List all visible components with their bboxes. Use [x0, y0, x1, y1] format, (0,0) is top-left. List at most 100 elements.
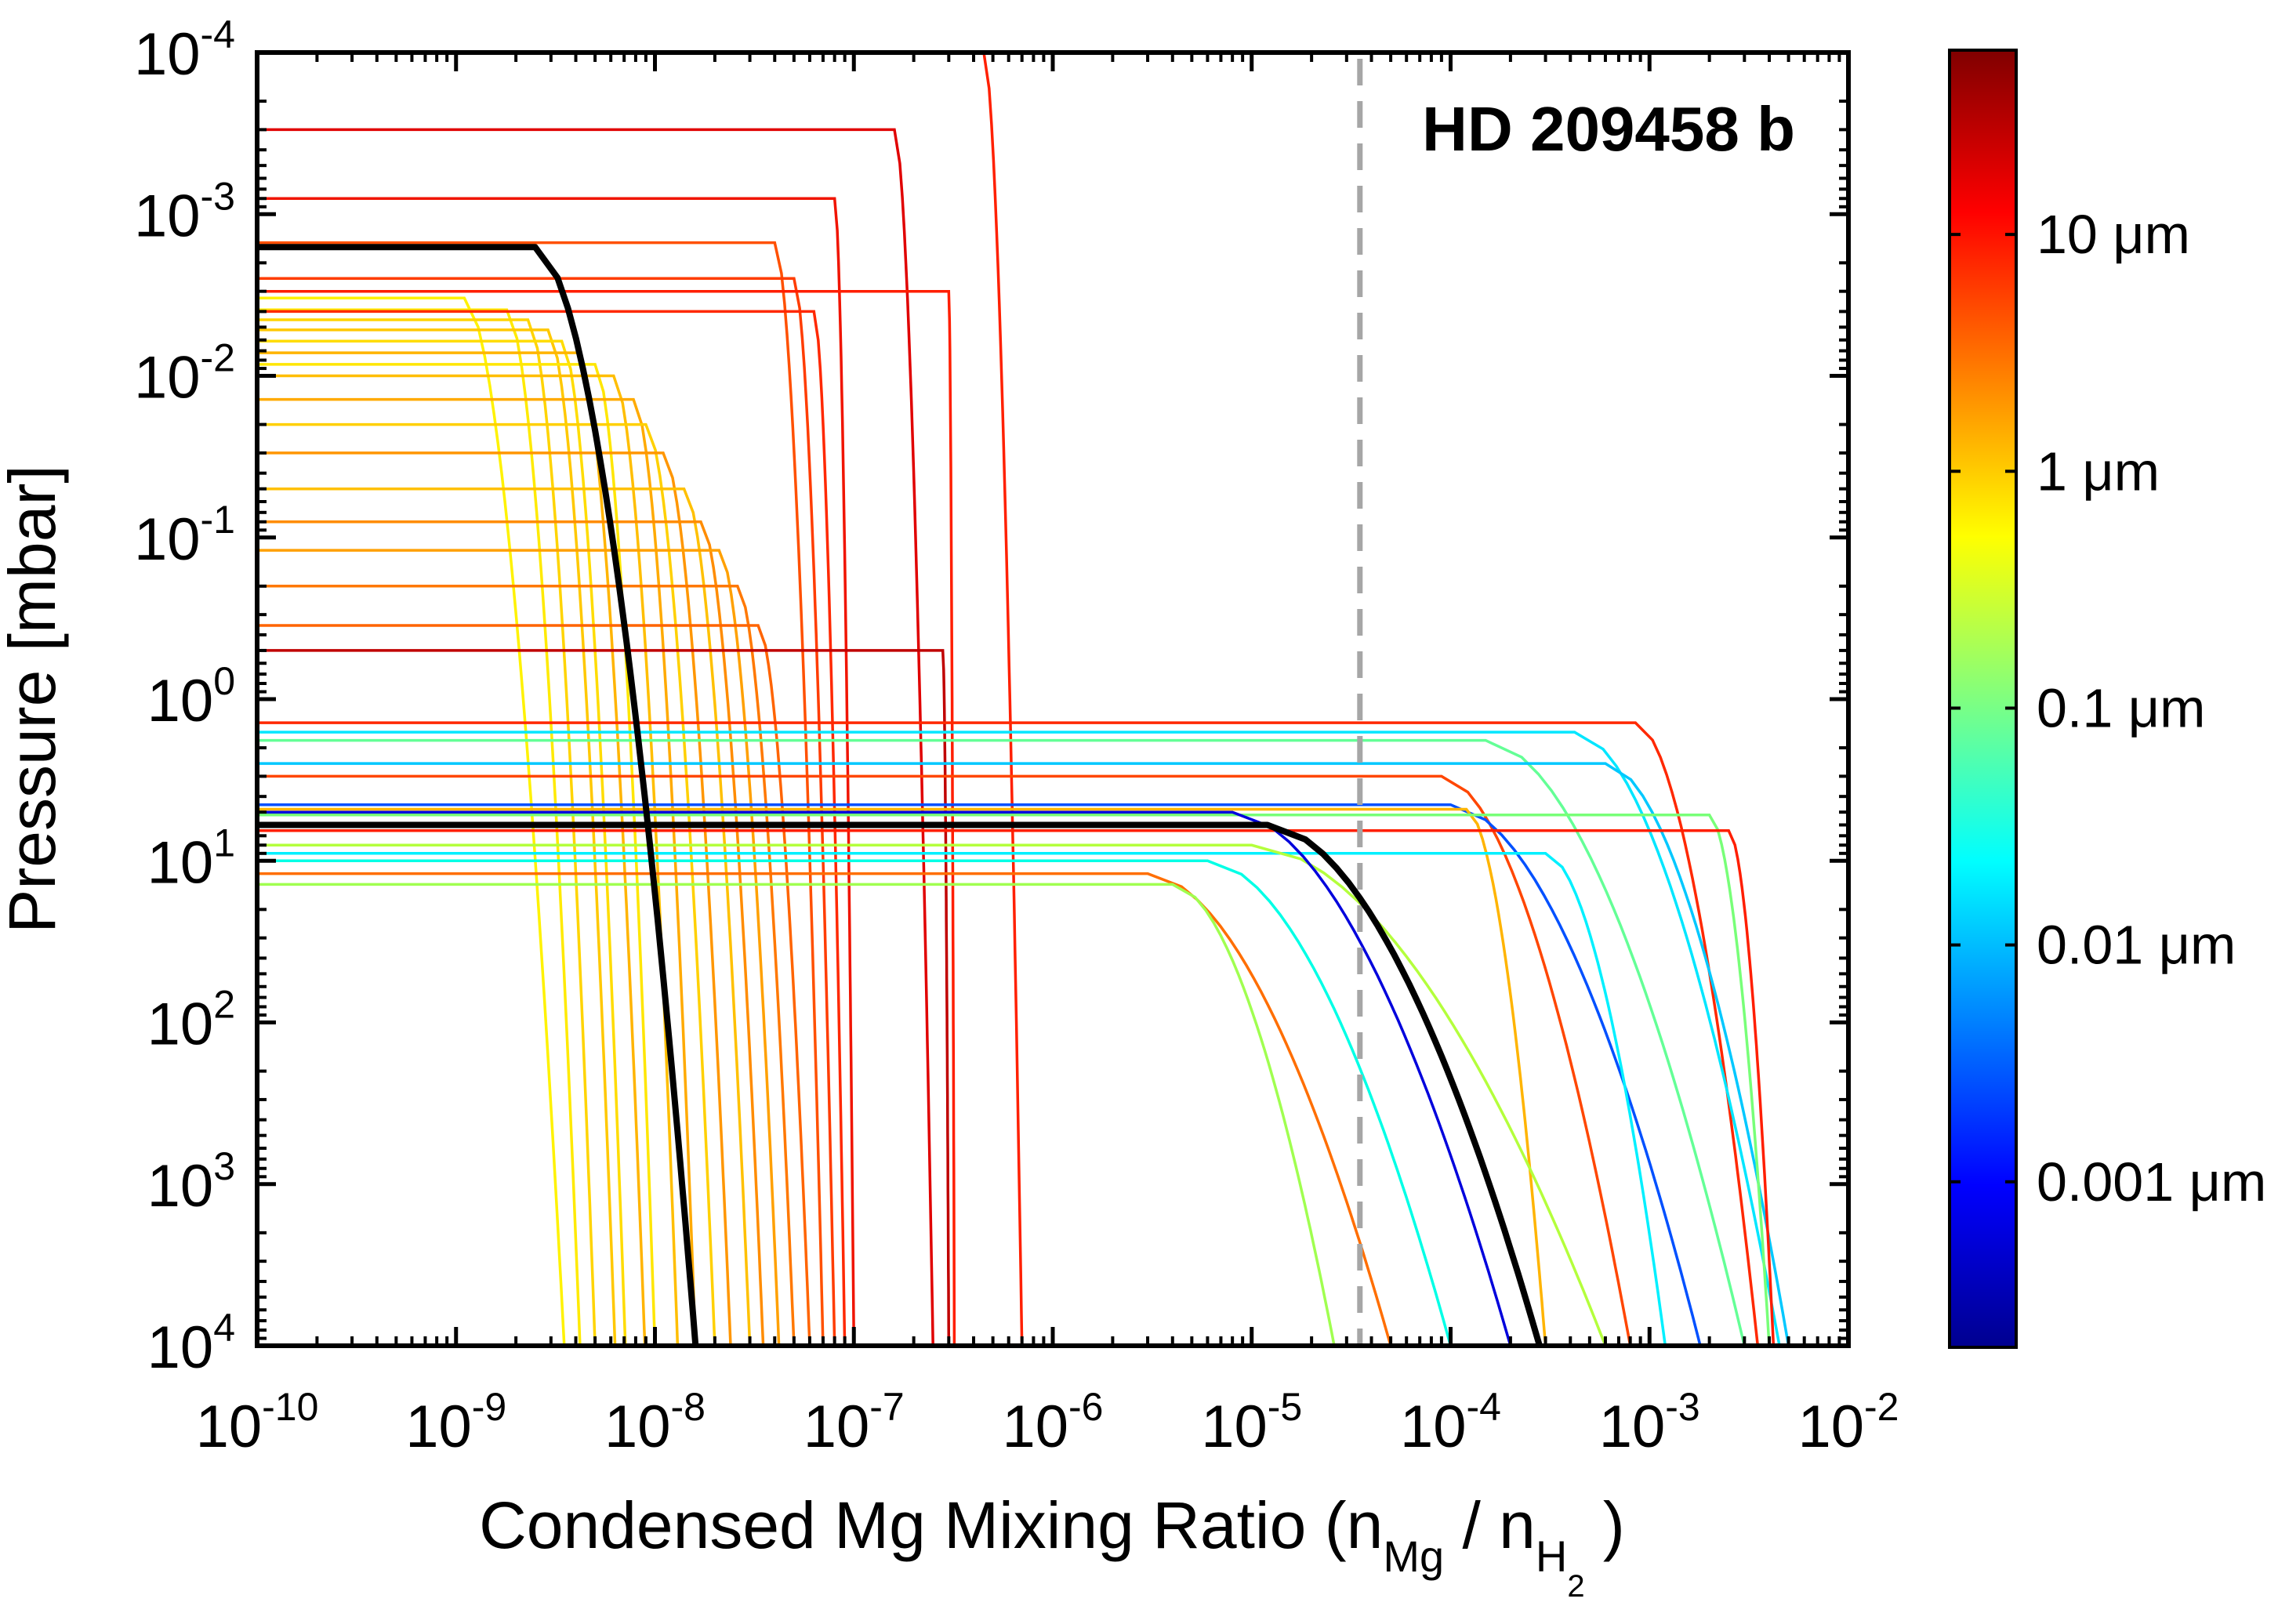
series-line-deep-37 [257, 859, 1453, 1346]
y-tick-base: 10 [147, 829, 214, 896]
y-tick-label: 103 [147, 1144, 235, 1220]
y-tick-exponent: 2 [213, 983, 235, 1027]
x-tick-label: 10-3 [1599, 1385, 1700, 1460]
series-line-upper-7 [257, 363, 657, 1346]
x-axis-title-sub-2: 2 [1567, 1569, 1584, 1604]
series-line-upper-8 [257, 374, 680, 1346]
tick-marks [255, 50, 1851, 1348]
colorbar-tick-label: 10 μm [2037, 204, 2190, 265]
colorbar-tick-label: 0.01 μm [2037, 915, 2236, 976]
y-axis-title: Pressure [mbar] [0, 465, 69, 933]
x-axis-title-mid: / n [1444, 1488, 1536, 1562]
x-tick-base: 10 [1002, 1394, 1068, 1460]
series-layer [257, 53, 1790, 1346]
series-line-upper-16 [257, 624, 811, 1346]
x-tick-base: 10 [196, 1394, 263, 1460]
highlight-profile-2 [257, 821, 1543, 1346]
y-tick-exponent: 1 [213, 821, 235, 865]
y-tick-base: 10 [134, 183, 201, 249]
y-tick-exponent: 4 [213, 1306, 235, 1350]
x-tick-exponent: -6 [1068, 1385, 1103, 1429]
y-tick-label: 104 [147, 1306, 235, 1381]
y-tick-exponent: -3 [201, 174, 235, 218]
series-line-upper-24 [257, 53, 1024, 1346]
y-tick-base: 10 [134, 506, 201, 573]
y-tick-exponent: -1 [201, 498, 235, 542]
series-line-deep-34 [257, 852, 1667, 1346]
x-tick-base: 10 [1599, 1394, 1666, 1460]
x-tick-exponent: -7 [869, 1385, 904, 1429]
x-tick-label: 10-6 [1002, 1385, 1103, 1460]
y-tick-exponent: -4 [201, 13, 235, 56]
x-tick-label: 10-8 [604, 1385, 706, 1460]
series-line-upper-15 [257, 585, 796, 1346]
x-tick-label: 10-9 [405, 1385, 506, 1460]
series-line-upper-20 [257, 197, 856, 1346]
x-axis-title-sub-h: H [1536, 1532, 1567, 1581]
x-tick-base: 10 [405, 1394, 472, 1460]
x-tick-base: 10 [604, 1394, 671, 1460]
series-line-upper-11 [257, 451, 732, 1346]
x-tick-exponent: -3 [1665, 1385, 1699, 1429]
x-axis-title-sub-mg: Mg [1383, 1532, 1444, 1581]
series-line-deep-30 [257, 803, 1702, 1346]
colorbar-tick-label: 0.001 μm [2037, 1151, 2266, 1213]
series-line-upper-21 [257, 128, 934, 1346]
x-tick-exponent: -5 [1268, 1385, 1302, 1429]
colorbar [1948, 49, 2018, 1349]
y-tick-label: 10-3 [134, 174, 235, 249]
x-axis-title: Condensed Mg Mixing Ratio (nMg / nH2 ) [479, 1488, 1625, 1604]
colorbar-tick-label: 1 μm [2037, 440, 2160, 502]
series-line-deep-36 [257, 810, 1512, 1346]
series-line-deep-38 [257, 872, 1392, 1346]
x-tick-exponent: -10 [262, 1385, 318, 1429]
x-tick-label: 10-5 [1201, 1385, 1302, 1460]
x-tick-base: 10 [1400, 1394, 1467, 1460]
series-line-deep-26 [257, 730, 1781, 1346]
colorbar-tick-label: 0.1 μm [2037, 677, 2205, 738]
y-tick-label: 102 [147, 983, 235, 1058]
x-tick-label: 10-2 [1797, 1385, 1899, 1460]
x-axis-title-main: Condensed Mg Mixing Ratio (n [479, 1488, 1383, 1562]
y-tick-base: 10 [147, 1153, 214, 1220]
highlight-layer [257, 244, 1543, 1346]
series-line-upper-14 [257, 549, 781, 1346]
series-line-upper-1 [257, 296, 566, 1346]
y-tick-label: 10-1 [134, 498, 235, 573]
series-line-upper-13 [257, 520, 765, 1346]
series-line-upper-17 [257, 241, 825, 1346]
series-line-deep-25 [257, 721, 1760, 1346]
series-line-upper-12 [257, 487, 752, 1346]
y-tick-base: 10 [147, 991, 214, 1058]
series-line-deep-31 [257, 807, 1547, 1346]
x-tick-base: 10 [1201, 1394, 1268, 1460]
x-tick-label: 10-7 [803, 1385, 905, 1460]
x-tick-labels: 10-10 10-9 10-8 10-7 10-6 10-5 10-4 10-3 10-2 [196, 1385, 1899, 1460]
series-line-upper-4 [257, 328, 617, 1346]
series-line-deep-32 [257, 813, 1771, 1346]
series-line-upper-3 [257, 318, 597, 1346]
series-line-upper-23 [257, 649, 951, 1346]
series-line-deep-39 [257, 883, 1336, 1346]
colorbar-ticks: 10 μm 1 μm 0.1 μm 0.01 μm 0.001 μm [1950, 204, 2266, 1213]
series-line-upper-18 [257, 277, 836, 1346]
y-tick-label: 100 [147, 659, 235, 734]
y-tick-exponent: -2 [201, 336, 235, 380]
y-tick-label: 10-2 [134, 336, 235, 411]
x-tick-exponent: -9 [472, 1385, 506, 1429]
y-tick-base: 10 [134, 21, 201, 88]
x-tick-exponent: -4 [1467, 1385, 1501, 1429]
y-tick-exponent: 3 [213, 1144, 235, 1188]
y-tick-label: 101 [147, 821, 235, 896]
y-tick-base: 10 [147, 1314, 214, 1381]
planet-label: HD 209458 b [1422, 94, 1795, 164]
x-tick-exponent: -8 [671, 1385, 706, 1429]
y-tick-base: 10 [134, 345, 201, 411]
x-tick-exponent: -2 [1864, 1385, 1899, 1429]
y-tick-base: 10 [147, 668, 214, 734]
y-tick-label: 10-4 [134, 13, 235, 88]
highlight-profile-1 [257, 244, 699, 1346]
x-tick-base: 10 [1797, 1394, 1864, 1460]
